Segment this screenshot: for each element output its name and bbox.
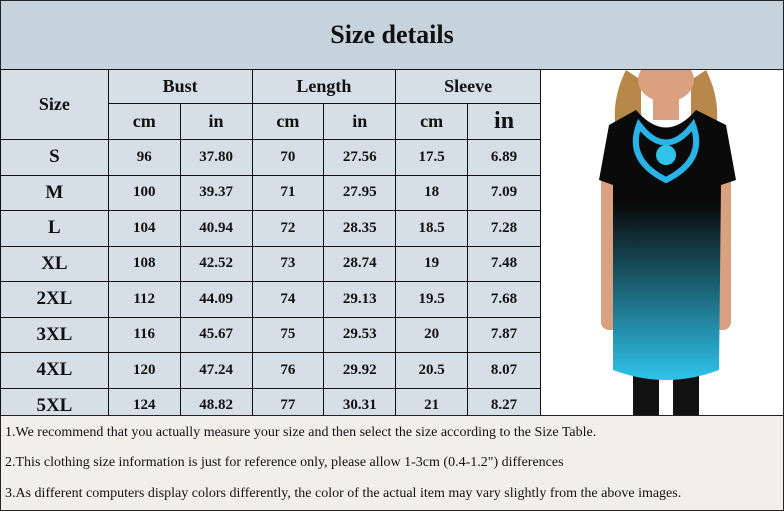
note: 2.This clothing size information is just…: [5, 455, 564, 470]
measurement-cell: 27.95: [323, 174, 397, 211]
measurement-cell: 18.5: [395, 210, 469, 247]
measurement-cell: 7.09: [467, 174, 541, 211]
table-row: 2XL 112 44.09 74 29.13 19.5 7.68: [0, 281, 541, 318]
table-row: 3XL 116 45.67 75 29.53 20 7.87: [0, 316, 541, 353]
unit-header: cm: [395, 103, 469, 140]
size-table: Size Bust Length Sleeve cm in cm in cm i…: [0, 69, 541, 424]
measurement-cell: 108: [107, 245, 181, 282]
measurement-cell: 39.37: [179, 174, 253, 211]
measurement-cell: 96: [107, 139, 181, 176]
product-photo: [541, 58, 784, 416]
length-header: Length: [251, 69, 397, 104]
note: 1.We recommend that you actually measure…: [5, 425, 597, 440]
measurement-cell: 45.67: [179, 316, 253, 353]
measurement-cell: 74: [251, 281, 325, 318]
size-label: 2XL: [0, 281, 109, 318]
size-label: 3XL: [0, 316, 109, 353]
measurement-cell: 112: [107, 281, 181, 318]
size-label: S: [0, 139, 109, 176]
measurement-cell: 76: [251, 352, 325, 389]
notes-section: 1.We recommend that you actually measure…: [0, 415, 784, 511]
size-label: M: [0, 174, 109, 211]
measurement-cell: 104: [107, 210, 181, 247]
measurement-cell: 120: [107, 352, 181, 389]
measurement-cell: 100: [107, 174, 181, 211]
measurement-cell: 20.5: [395, 352, 469, 389]
measurement-cell: 29.92: [323, 352, 397, 389]
note: 3.As different computers display colors …: [5, 486, 682, 501]
measurement-cell: 70: [251, 139, 325, 176]
measurement-cell: 7.87: [467, 316, 541, 353]
bust-header: Bust: [107, 69, 253, 104]
measurement-cell: 27.56: [323, 139, 397, 176]
size-label: 4XL: [0, 352, 109, 389]
measurement-cell: 72: [251, 210, 325, 247]
measurement-cell: 19: [395, 245, 469, 282]
measurement-cell: 19.5: [395, 281, 469, 318]
table-row: XL 108 42.52 73 28.74 19 7.48: [0, 245, 541, 282]
unit-header: in: [323, 103, 397, 140]
measurement-cell: 18: [395, 174, 469, 211]
measurement-cell: 28.74: [323, 245, 397, 282]
measurement-cell: 75: [251, 316, 325, 353]
size-header: Size: [0, 69, 109, 140]
size-label: L: [0, 210, 109, 247]
measurement-cell: 28.35: [323, 210, 397, 247]
measurement-cell: 7.48: [467, 245, 541, 282]
measurement-cell: 29.13: [323, 281, 397, 318]
table-row: 4XL 120 47.24 76 29.92 20.5 8.07: [0, 352, 541, 389]
measurement-cell: 40.94: [179, 210, 253, 247]
measurement-cell: 37.80: [179, 139, 253, 176]
table-row: S 96 37.80 70 27.56 17.5 6.89: [0, 139, 541, 176]
measurement-cell: 7.28: [467, 210, 541, 247]
measurement-cell: 20: [395, 316, 469, 353]
measurement-cell: 7.68: [467, 281, 541, 318]
unit-header: cm: [107, 103, 181, 140]
measurement-cell: 8.07: [467, 352, 541, 389]
measurement-cell: 29.53: [323, 316, 397, 353]
measurement-cell: 6.89: [467, 139, 541, 176]
measurement-cell: 47.24: [179, 352, 253, 389]
size-label: XL: [0, 245, 109, 282]
unit-header: in: [179, 103, 253, 140]
unit-header: cm: [251, 103, 325, 140]
measurement-cell: 42.52: [179, 245, 253, 282]
sleeve-header: Sleeve: [395, 69, 541, 104]
measurement-cell: 73: [251, 245, 325, 282]
page-title: Size details: [0, 0, 784, 70]
measurement-cell: 71: [251, 174, 325, 211]
table-row: M 100 39.37 71 27.95 18 7.09: [0, 174, 541, 211]
unit-header: in: [467, 103, 541, 140]
table-row: L 104 40.94 72 28.35 18.5 7.28: [0, 210, 541, 247]
measurement-cell: 116: [107, 316, 181, 353]
measurement-cell: 44.09: [179, 281, 253, 318]
measurement-cell: 17.5: [395, 139, 469, 176]
